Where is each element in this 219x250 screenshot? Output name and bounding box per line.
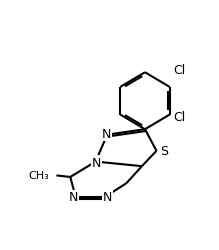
Text: Cl: Cl xyxy=(173,64,186,77)
Text: S: S xyxy=(160,145,168,158)
Text: N: N xyxy=(92,156,101,169)
Text: CH₃: CH₃ xyxy=(28,171,49,181)
Text: N: N xyxy=(102,128,111,141)
Text: N: N xyxy=(69,191,78,204)
Text: Cl: Cl xyxy=(173,111,186,124)
Text: N: N xyxy=(102,191,112,204)
